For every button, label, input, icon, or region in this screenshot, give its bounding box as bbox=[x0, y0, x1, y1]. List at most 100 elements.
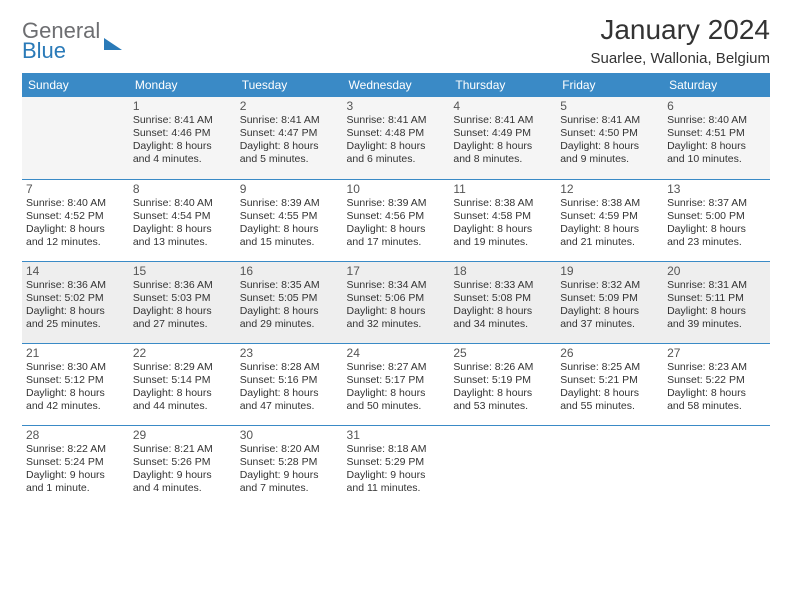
page-title: January 2024 bbox=[590, 14, 770, 46]
calendar-day-cell: 2Sunrise: 8:41 AMSunset: 4:47 PMDaylight… bbox=[236, 97, 343, 179]
day-number: 21 bbox=[26, 346, 125, 360]
sunrise-text: Sunrise: 8:34 AM bbox=[347, 279, 446, 292]
sunrise-text: Sunrise: 8:22 AM bbox=[26, 443, 125, 456]
sunset-text: Sunset: 5:14 PM bbox=[133, 374, 232, 387]
day-number: 19 bbox=[560, 264, 659, 278]
daylight-text: Daylight: 8 hours and 58 minutes. bbox=[667, 387, 766, 413]
daylight-text: Daylight: 8 hours and 29 minutes. bbox=[240, 305, 339, 331]
daylight-text: Daylight: 8 hours and 6 minutes. bbox=[347, 140, 446, 166]
calendar-day-cell: 10Sunrise: 8:39 AMSunset: 4:56 PMDayligh… bbox=[343, 179, 450, 261]
day-number: 15 bbox=[133, 264, 232, 278]
calendar-day-cell: 4Sunrise: 8:41 AMSunset: 4:49 PMDaylight… bbox=[449, 97, 556, 179]
daylight-text: Daylight: 8 hours and 27 minutes. bbox=[133, 305, 232, 331]
daylight-text: Daylight: 8 hours and 15 minutes. bbox=[240, 223, 339, 249]
calendar-week-row: 21Sunrise: 8:30 AMSunset: 5:12 PM Dayligh… bbox=[22, 343, 770, 425]
daylight-text: Daylight: 8 hours and 25 minutes. bbox=[26, 305, 125, 331]
sunrise-text: Sunrise: 8:41 AM bbox=[560, 114, 659, 127]
sunset-text: Sunset: 5:17 PM bbox=[347, 374, 446, 387]
daylight-text: Daylight: 8 hours and 55 minutes. bbox=[560, 387, 659, 413]
daylight-text: Daylight: 8 hours and 53 minutes. bbox=[453, 387, 552, 413]
day-header: Friday bbox=[556, 73, 663, 97]
day-number: 1 bbox=[133, 99, 232, 113]
day-header-row: SundayMondayTuesdayWednesdayThursdayFrid… bbox=[22, 73, 770, 97]
day-header: Monday bbox=[129, 73, 236, 97]
calendar-body: 1Sunrise: 8:41 AMSunset: 4:46 PMDaylight… bbox=[22, 97, 770, 505]
sunset-text: Sunset: 5:12 PM bbox=[26, 374, 125, 387]
day-number: 30 bbox=[240, 428, 339, 442]
sunset-text: Sunset: 5:19 PM bbox=[453, 374, 552, 387]
day-header: Tuesday bbox=[236, 73, 343, 97]
calendar-day-cell: 28Sunrise: 8:22 AMSunset: 5:24 PMDayligh… bbox=[22, 425, 129, 505]
calendar-page: General Blue January 2024 Suarlee, Wallo… bbox=[0, 0, 792, 519]
daylight-text: Daylight: 8 hours and 5 minutes. bbox=[240, 140, 339, 166]
sunset-text: Sunset: 5:29 PM bbox=[347, 456, 446, 469]
daylight-text: Daylight: 9 hours and 1 minute. bbox=[26, 469, 125, 495]
sunset-text: Sunset: 5:24 PM bbox=[26, 456, 125, 469]
day-number: 2 bbox=[240, 99, 339, 113]
calendar-day-cell: 9Sunrise: 8:39 AMSunset: 4:55 PMDaylight… bbox=[236, 179, 343, 261]
logo: General Blue bbox=[22, 14, 122, 62]
sunrise-text: Sunrise: 8:36 AM bbox=[26, 279, 125, 292]
daylight-text: Daylight: 8 hours and 37 minutes. bbox=[560, 305, 659, 331]
sunset-text: Sunset: 5:26 PM bbox=[133, 456, 232, 469]
day-number: 28 bbox=[26, 428, 125, 442]
day-number: 5 bbox=[560, 99, 659, 113]
sunrise-text: Sunrise: 8:38 AM bbox=[453, 197, 552, 210]
sunset-text: Sunset: 5:00 PM bbox=[667, 210, 766, 223]
calendar-day-cell: 16Sunrise: 8:35 AMSunset: 5:05 PMDayligh… bbox=[236, 261, 343, 343]
calendar-day-cell: 26Sunrise: 8:25 AMSunset: 5:21 PMDayligh… bbox=[556, 343, 663, 425]
sunset-text: Sunset: 4:49 PM bbox=[453, 127, 552, 140]
day-number: 26 bbox=[560, 346, 659, 360]
sunset-text: Sunset: 4:50 PM bbox=[560, 127, 659, 140]
calendar-day-cell: 24Sunrise: 8:27 AMSunset: 5:17 PMDayligh… bbox=[343, 343, 450, 425]
calendar-head: SundayMondayTuesdayWednesdayThursdayFrid… bbox=[22, 73, 770, 97]
daylight-text: Daylight: 8 hours and 12 minutes. bbox=[26, 223, 125, 249]
calendar-day-cell: 3Sunrise: 8:41 AMSunset: 4:48 PMDaylight… bbox=[343, 97, 450, 179]
calendar-day-cell: 1Sunrise: 8:41 AMSunset: 4:46 PMDaylight… bbox=[129, 97, 236, 179]
calendar-day-cell: 31Sunrise: 8:18 AMSunset: 5:29 PMDayligh… bbox=[343, 425, 450, 505]
calendar-day-cell: 8Sunrise: 8:40 AMSunset: 4:54 PMDaylight… bbox=[129, 179, 236, 261]
daylight-text: Daylight: 8 hours and 39 minutes. bbox=[667, 305, 766, 331]
calendar-day-cell: 13Sunrise: 8:37 AMSunset: 5:00 PMDayligh… bbox=[663, 179, 770, 261]
calendar-day-cell: 18Sunrise: 8:33 AMSunset: 5:08 PMDayligh… bbox=[449, 261, 556, 343]
sunset-text: Sunset: 5:28 PM bbox=[240, 456, 339, 469]
sunset-text: Sunset: 5:11 PM bbox=[667, 292, 766, 305]
calendar-day-cell: 17Sunrise: 8:34 AMSunset: 5:06 PMDayligh… bbox=[343, 261, 450, 343]
logo-word-2: Blue bbox=[22, 40, 66, 62]
sunrise-text: Sunrise: 8:40 AM bbox=[667, 114, 766, 127]
sunset-text: Sunset: 4:47 PM bbox=[240, 127, 339, 140]
calendar-day-cell: 7Sunrise: 8:40 AMSunset: 4:52 PMDaylight… bbox=[22, 179, 129, 261]
sunrise-text: Sunrise: 8:28 AM bbox=[240, 361, 339, 374]
sunrise-text: Sunrise: 8:39 AM bbox=[347, 197, 446, 210]
title-block: January 2024 Suarlee, Wallonia, Belgium bbox=[590, 14, 770, 67]
header: General Blue January 2024 Suarlee, Wallo… bbox=[22, 14, 770, 67]
day-number: 13 bbox=[667, 182, 766, 196]
sunset-text: Sunset: 4:52 PM bbox=[26, 210, 125, 223]
calendar-day-cell: 25Sunrise: 8:26 AMSunset: 5:19 PMDayligh… bbox=[449, 343, 556, 425]
day-number: 22 bbox=[133, 346, 232, 360]
daylight-text: Daylight: 8 hours and 32 minutes. bbox=[347, 305, 446, 331]
sunrise-text: Sunrise: 8:39 AM bbox=[240, 197, 339, 210]
daylight-text: Daylight: 9 hours and 4 minutes. bbox=[133, 469, 232, 495]
calendar-day-cell bbox=[556, 425, 663, 505]
sunrise-text: Sunrise: 8:38 AM bbox=[560, 197, 659, 210]
calendar-day-cell bbox=[22, 97, 129, 179]
calendar-day-cell: 11Sunrise: 8:38 AMSunset: 4:58 PMDayligh… bbox=[449, 179, 556, 261]
sunrise-text: Sunrise: 8:30 AM bbox=[26, 361, 125, 374]
day-number: 23 bbox=[240, 346, 339, 360]
day-number: 24 bbox=[347, 346, 446, 360]
sunrise-text: Sunrise: 8:37 AM bbox=[667, 197, 766, 210]
sunrise-text: Sunrise: 8:33 AM bbox=[453, 279, 552, 292]
daylight-text: Daylight: 9 hours and 7 minutes. bbox=[240, 469, 339, 495]
sunrise-text: Sunrise: 8:23 AM bbox=[667, 361, 766, 374]
daylight-text: Daylight: 8 hours and 17 minutes. bbox=[347, 223, 446, 249]
day-number: 10 bbox=[347, 182, 446, 196]
day-number: 11 bbox=[453, 182, 552, 196]
calendar-day-cell: 15Sunrise: 8:36 AMSunset: 5:03 PMDayligh… bbox=[129, 261, 236, 343]
day-number: 12 bbox=[560, 182, 659, 196]
location-subtitle: Suarlee, Wallonia, Belgium bbox=[590, 50, 770, 67]
day-header: Sunday bbox=[22, 73, 129, 97]
day-number: 3 bbox=[347, 99, 446, 113]
day-number: 16 bbox=[240, 264, 339, 278]
sunset-text: Sunset: 5:09 PM bbox=[560, 292, 659, 305]
